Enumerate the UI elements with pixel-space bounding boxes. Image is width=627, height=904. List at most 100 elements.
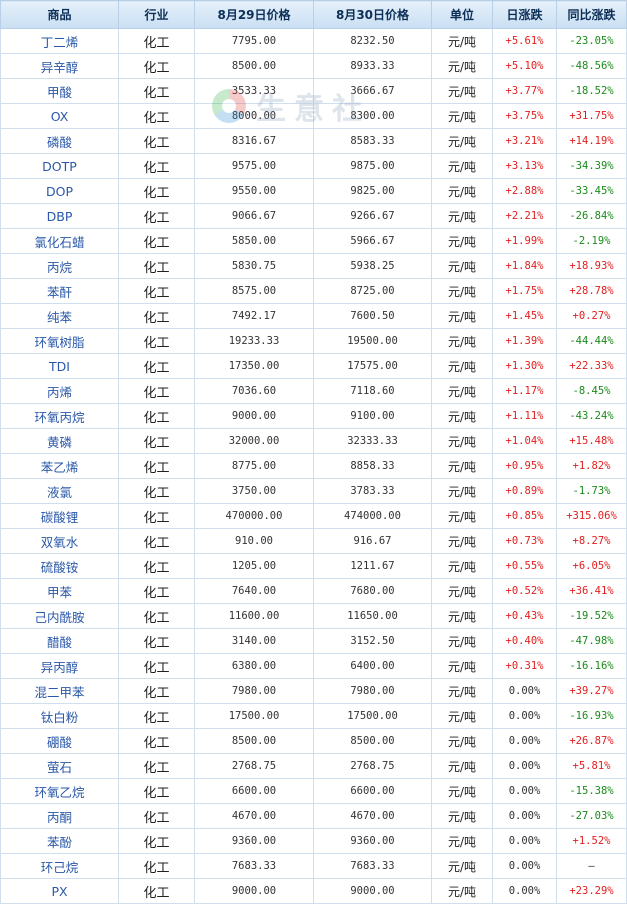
- commodity-link[interactable]: DOP: [0, 178, 119, 204]
- table-row: 甲苯 化工 7640.00 7680.00 元/吨 +0.52% +36.41%: [0, 578, 627, 604]
- price-aug30-cell: 8583.33: [313, 128, 432, 154]
- industry-cell: 化工: [118, 828, 195, 854]
- yoy-change-cell: —: [556, 853, 627, 879]
- daily-change-cell: 0.00%: [492, 853, 557, 879]
- table-row: 黄磷 化工 32000.00 32333.33 元/吨 +1.04% +15.48%: [0, 428, 627, 454]
- col-header-price-aug29: 8月29日价格: [194, 0, 314, 29]
- table-row: 环氧丙烷 化工 9000.00 9100.00 元/吨 +1.11% -43.24%: [0, 403, 627, 429]
- price-aug29-cell: 910.00: [194, 528, 314, 554]
- price-aug30-cell: 5966.67: [313, 228, 432, 254]
- daily-change-cell: +1.45%: [492, 303, 557, 329]
- yoy-change-cell: -16.16%: [556, 653, 627, 679]
- commodity-link[interactable]: 硫酸铵: [0, 553, 119, 579]
- commodity-link[interactable]: 甲苯: [0, 578, 119, 604]
- commodity-link[interactable]: 纯苯: [0, 303, 119, 329]
- commodity-link[interactable]: 苯酚: [0, 828, 119, 854]
- yoy-change-cell: -26.84%: [556, 203, 627, 229]
- daily-change-cell: 0.00%: [492, 803, 557, 829]
- industry-cell: 化工: [118, 78, 195, 104]
- unit-cell: 元/吨: [431, 378, 493, 404]
- yoy-change-cell: +39.27%: [556, 678, 627, 704]
- commodity-link[interactable]: 环氧丙烷: [0, 403, 119, 429]
- commodity-link[interactable]: 液氯: [0, 478, 119, 504]
- commodity-link[interactable]: 环氧树脂: [0, 328, 119, 354]
- industry-cell: 化工: [118, 203, 195, 229]
- commodity-link[interactable]: 混二甲苯: [0, 678, 119, 704]
- industry-cell: 化工: [118, 28, 195, 54]
- commodity-link[interactable]: 碳酸锂: [0, 503, 119, 529]
- price-aug29-cell: 9575.00: [194, 153, 314, 179]
- commodity-link[interactable]: 磷酸: [0, 128, 119, 154]
- price-aug29-cell: 9000.00: [194, 403, 314, 429]
- table-row: 醋酸 化工 3140.00 3152.50 元/吨 +0.40% -47.98%: [0, 628, 627, 654]
- commodity-link[interactable]: 钛白粉: [0, 703, 119, 729]
- commodity-link[interactable]: 苯酐: [0, 278, 119, 304]
- industry-cell: 化工: [118, 228, 195, 254]
- unit-cell: 元/吨: [431, 103, 493, 129]
- price-aug30-cell: 3783.33: [313, 478, 432, 504]
- daily-change-cell: 0.00%: [492, 828, 557, 854]
- commodity-link[interactable]: 丙烯: [0, 378, 119, 404]
- industry-cell: 化工: [118, 578, 195, 604]
- yoy-change-cell: +1.82%: [556, 453, 627, 479]
- commodity-link[interactable]: 丁二烯: [0, 28, 119, 54]
- col-header-unit: 单位: [431, 0, 493, 29]
- industry-cell: 化工: [118, 428, 195, 454]
- yoy-change-cell: +15.48%: [556, 428, 627, 454]
- price-aug30-cell: 6400.00: [313, 653, 432, 679]
- commodity-link[interactable]: 异丙醇: [0, 653, 119, 679]
- commodity-link[interactable]: 异辛醇: [0, 53, 119, 79]
- industry-cell: 化工: [118, 603, 195, 629]
- commodity-link[interactable]: DBP: [0, 203, 119, 229]
- daily-change-cell: +1.99%: [492, 228, 557, 254]
- commodity-link[interactable]: 环氧乙烷: [0, 778, 119, 804]
- yoy-change-cell: +14.19%: [556, 128, 627, 154]
- price-aug30-cell: 8500.00: [313, 728, 432, 754]
- daily-change-cell: +1.75%: [492, 278, 557, 304]
- commodity-link[interactable]: 醋酸: [0, 628, 119, 654]
- commodity-link[interactable]: 丙酮: [0, 803, 119, 829]
- yoy-change-cell: +26.87%: [556, 728, 627, 754]
- table-row: 丁二烯 化工 7795.00 8232.50 元/吨 +5.61% -23.05%: [0, 28, 627, 54]
- unit-cell: 元/吨: [431, 153, 493, 179]
- daily-change-cell: +1.04%: [492, 428, 557, 454]
- commodity-link[interactable]: TDI: [0, 353, 119, 379]
- commodity-link[interactable]: DOTP: [0, 153, 119, 179]
- industry-cell: 化工: [118, 153, 195, 179]
- commodity-link[interactable]: 甲酸: [0, 78, 119, 104]
- commodity-link[interactable]: 硼酸: [0, 728, 119, 754]
- commodity-link[interactable]: 环己烷: [0, 853, 119, 879]
- commodity-link[interactable]: 氯化石蜡: [0, 228, 119, 254]
- unit-cell: 元/吨: [431, 803, 493, 829]
- unit-cell: 元/吨: [431, 28, 493, 54]
- commodity-link[interactable]: 萤石: [0, 753, 119, 779]
- industry-cell: 化工: [118, 703, 195, 729]
- industry-cell: 化工: [118, 678, 195, 704]
- price-aug29-cell: 7795.00: [194, 28, 314, 54]
- yoy-change-cell: +1.52%: [556, 828, 627, 854]
- price-aug29-cell: 5850.00: [194, 228, 314, 254]
- daily-change-cell: +0.55%: [492, 553, 557, 579]
- table-row: 丙烯 化工 7036.60 7118.60 元/吨 +1.17% -8.45%: [0, 378, 627, 404]
- commodity-link[interactable]: 丙烷: [0, 253, 119, 279]
- daily-change-cell: +0.73%: [492, 528, 557, 554]
- commodity-link[interactable]: 黄磷: [0, 428, 119, 454]
- commodity-link[interactable]: OX: [0, 103, 119, 129]
- table-row: 环氧树脂 化工 19233.33 19500.00 元/吨 +1.39% -44.44%: [0, 328, 627, 354]
- price-aug29-cell: 17500.00: [194, 703, 314, 729]
- yoy-change-cell: -1.73%: [556, 478, 627, 504]
- price-aug29-cell: 17350.00: [194, 353, 314, 379]
- table-row: DBP 化工 9066.67 9266.67 元/吨 +2.21% -26.84%: [0, 203, 627, 229]
- price-aug29-cell: 3750.00: [194, 478, 314, 504]
- industry-cell: 化工: [118, 728, 195, 754]
- price-aug30-cell: 2768.75: [313, 753, 432, 779]
- industry-cell: 化工: [118, 403, 195, 429]
- price-aug30-cell: 3666.67: [313, 78, 432, 104]
- industry-cell: 化工: [118, 528, 195, 554]
- commodity-link[interactable]: 双氧水: [0, 528, 119, 554]
- price-aug30-cell: 17500.00: [313, 703, 432, 729]
- table-row: 氯化石蜡 化工 5850.00 5966.67 元/吨 +1.99% -2.19%: [0, 228, 627, 254]
- commodity-link[interactable]: 己内酰胺: [0, 603, 119, 629]
- yoy-change-cell: +5.81%: [556, 753, 627, 779]
- commodity-link[interactable]: 苯乙烯: [0, 453, 119, 479]
